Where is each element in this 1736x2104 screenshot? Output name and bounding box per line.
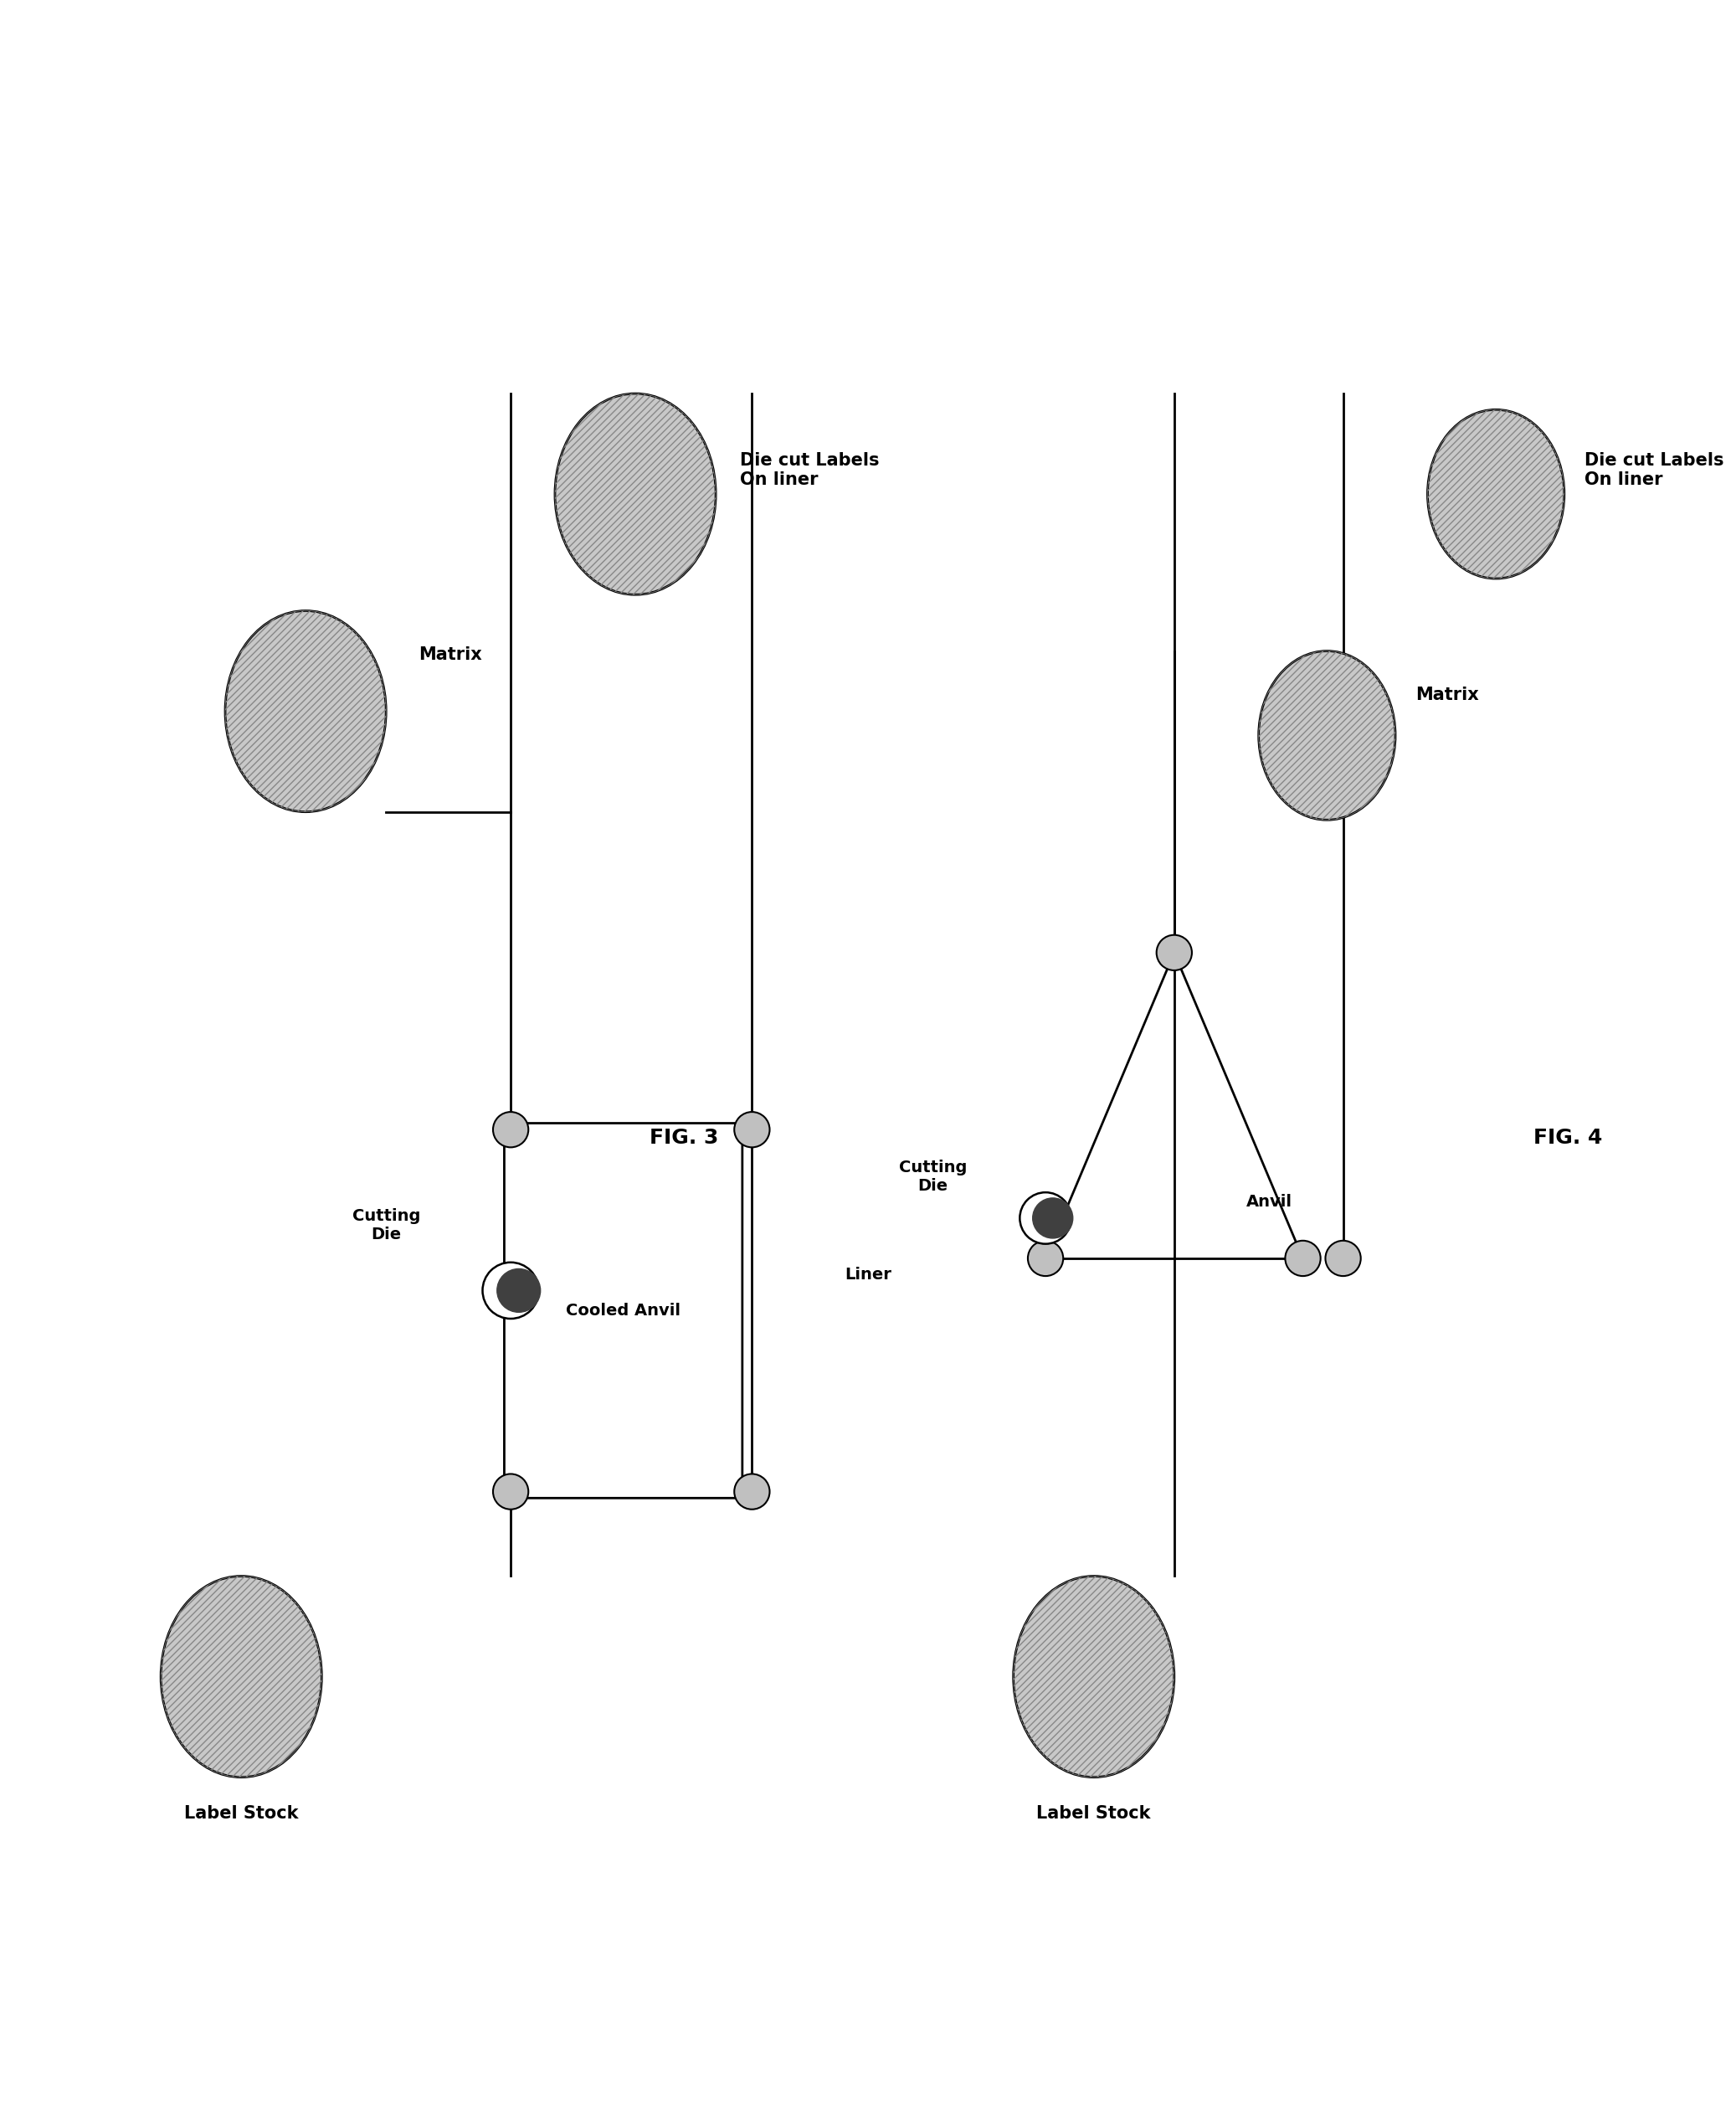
Circle shape	[734, 1111, 769, 1147]
Text: Label Stock: Label Stock	[1036, 1805, 1151, 1822]
Ellipse shape	[226, 610, 385, 812]
Circle shape	[1028, 1241, 1062, 1275]
Circle shape	[1156, 934, 1193, 970]
Text: Die cut Labels
On liner: Die cut Labels On liner	[740, 452, 878, 488]
Circle shape	[483, 1262, 538, 1319]
Text: FIG. 3: FIG. 3	[649, 1128, 719, 1147]
Text: Label Stock: Label Stock	[184, 1805, 299, 1822]
Circle shape	[493, 1475, 528, 1509]
FancyBboxPatch shape	[503, 1124, 743, 1498]
Text: Liner: Liner	[844, 1267, 891, 1281]
Circle shape	[1019, 1193, 1071, 1243]
Circle shape	[1033, 1197, 1073, 1239]
Circle shape	[1325, 1241, 1361, 1275]
Circle shape	[496, 1269, 540, 1313]
Ellipse shape	[556, 393, 715, 595]
Text: FIG. 4: FIG. 4	[1535, 1128, 1602, 1147]
Ellipse shape	[161, 1576, 321, 1778]
Ellipse shape	[1014, 1576, 1174, 1778]
Text: Die cut Labels
On liner: Die cut Labels On liner	[1585, 452, 1724, 488]
Text: Matrix: Matrix	[418, 646, 481, 663]
Text: Cutting
Die: Cutting Die	[352, 1208, 420, 1241]
Text: Cutting
Die: Cutting Die	[899, 1159, 967, 1193]
Text: Anvil: Anvil	[1246, 1195, 1293, 1210]
Circle shape	[1285, 1241, 1321, 1275]
Ellipse shape	[1259, 650, 1396, 821]
Ellipse shape	[1427, 410, 1564, 579]
Circle shape	[493, 1111, 528, 1147]
Circle shape	[734, 1475, 769, 1509]
Text: Matrix: Matrix	[1415, 686, 1479, 703]
Text: Cooled Anvil: Cooled Anvil	[566, 1302, 681, 1319]
